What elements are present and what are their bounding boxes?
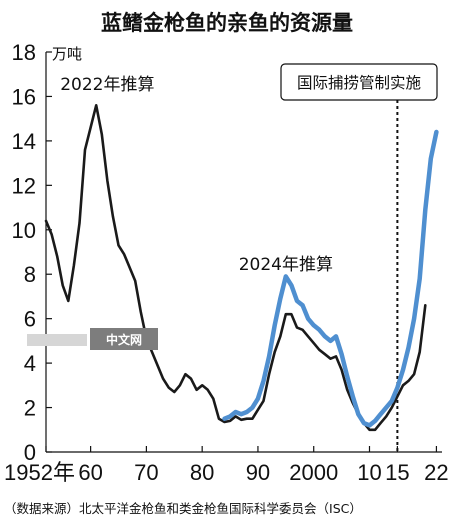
watermark-badge [90,328,158,350]
regulation-label: 国际捕捞管制实施 [297,74,421,92]
y-tick-label: 6 [24,307,36,332]
series-annotation-1: 2022年推算 [60,75,154,95]
x-tick-label: 10 [357,460,381,485]
series-layer [44,104,439,432]
watermark-logo [27,334,87,346]
y-tick-label: 10 [12,218,36,243]
y-tick-label: 16 [12,84,36,109]
chart-title: 蓝鳍金枪鱼的亲鱼的资源量 [101,11,353,35]
watermark-text: 中文网 [106,332,142,347]
x-tick-label: 1952年 [4,460,75,485]
series-line-2 [222,129,439,428]
series-line-1 [44,104,427,432]
x-tick-label: 80 [190,460,214,485]
x-tick-label: 15 [385,460,409,485]
regulation-marker: 国际捕捞管制实施 [280,63,438,452]
y-tick-label: 12 [12,173,36,198]
y-tick-label: 2 [24,396,36,421]
annotations-layer: 2022年推算 2024年推算 [60,75,333,275]
y-tick-label: 18 [12,40,36,65]
y-axis-unit: 万吨 [52,45,82,63]
y-tick-label: 4 [24,351,36,376]
series-annotation-2: 2024年推算 [239,255,333,275]
x-tick-label: 22 [424,460,448,485]
watermark: 中文网 [27,328,158,350]
y-tick-label: 8 [24,262,36,287]
source-note: （数据来源）北太平洋金枪鱼和类金枪鱼国际科学委员会（ISC） [4,501,362,516]
x-tick-label: 70 [134,460,158,485]
y-axis: 0 2 4 6 8 10 12 14 16 18 [12,40,52,465]
x-tick-label: 2000 [289,460,338,485]
x-tick-label: 90 [246,460,270,485]
x-tick-label: 60 [78,460,102,485]
regulation-label-box [280,63,438,101]
x-axis: 1952年 60 70 80 90 2000 10 15 22 [4,446,449,485]
y-tick-label: 14 [12,129,36,154]
y-tick-label: 0 [24,440,36,465]
